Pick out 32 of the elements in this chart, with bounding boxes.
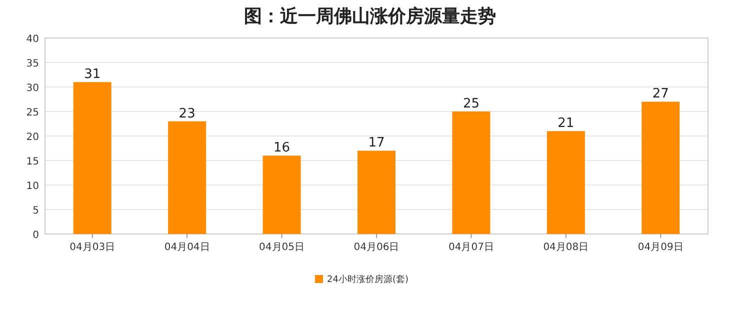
x-tick-label: 04月07日 xyxy=(448,242,494,253)
y-tick-label: 25 xyxy=(26,108,39,118)
x-tick-label: 04月03日 xyxy=(70,242,116,253)
y-tick-label: 35 xyxy=(26,58,39,70)
x-tick-label: 04月04日 xyxy=(164,242,210,253)
x-tick-label: 04月06日 xyxy=(354,242,400,253)
y-tick-label: 0 xyxy=(32,230,39,241)
data-label: 16 xyxy=(274,140,290,156)
data-label: 25 xyxy=(462,96,480,112)
y-tick-label: 15 xyxy=(26,156,39,168)
data-label: 17 xyxy=(368,136,385,151)
bar xyxy=(546,131,585,234)
bar xyxy=(262,156,301,234)
data-label: 31 xyxy=(84,67,101,82)
data-label: 27 xyxy=(652,86,669,102)
y-tick-label: 30 xyxy=(26,83,39,94)
y-tick-label: 20 xyxy=(26,132,39,143)
legend-label: 24小时涨价房源(套) xyxy=(327,274,408,285)
y-tick-label: 40 xyxy=(26,34,39,45)
x-tick-label: 04月05日 xyxy=(259,242,305,253)
bar xyxy=(358,150,396,234)
data-label: 23 xyxy=(178,106,196,122)
x-tick-label: 04月09日 xyxy=(638,242,684,253)
bar xyxy=(168,121,206,234)
chart-title: 图：近一周佛山涨价房源量走势 xyxy=(244,6,496,27)
data-label: 21 xyxy=(558,116,574,132)
x-tick-label: 04月08日 xyxy=(543,242,589,253)
y-tick-label: 5 xyxy=(32,206,39,216)
bar xyxy=(452,112,490,234)
bar xyxy=(73,82,112,234)
bar xyxy=(642,102,680,234)
y-tick-label: 10 xyxy=(26,181,39,192)
